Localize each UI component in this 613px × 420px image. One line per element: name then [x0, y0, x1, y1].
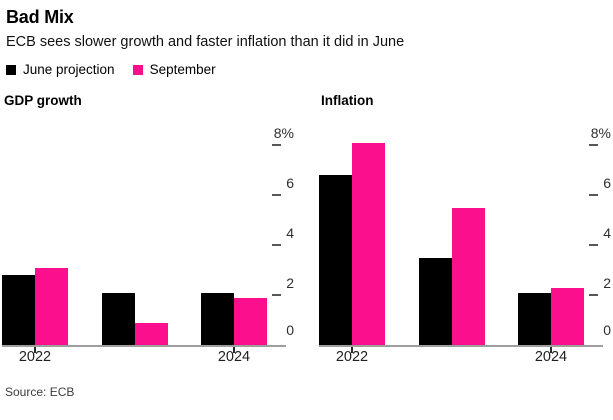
bar-june-projection — [418, 257, 452, 345]
axis-baseline — [319, 345, 603, 347]
y-tick-label: 6 — [286, 175, 294, 191]
legend-swatch — [132, 64, 143, 75]
legend-label: June projection — [23, 62, 115, 77]
legend-swatch — [6, 64, 16, 75]
y-tick-label: 8% — [590, 125, 611, 141]
bar-group-2022 — [319, 142, 385, 345]
y-tick-label: 0 — [286, 322, 294, 338]
legend-item-june-projection: June projection — [6, 62, 115, 77]
bar-september — [352, 142, 385, 345]
x-tick-mark — [351, 347, 353, 353]
bar-september — [234, 297, 267, 345]
bar-september — [35, 267, 68, 345]
y-tick-label: 8% — [273, 125, 294, 141]
y-tick-label: 2 — [603, 275, 611, 291]
y-tick-mark — [589, 294, 598, 296]
bar-september — [551, 287, 584, 345]
bar-june-projection — [101, 292, 135, 345]
chart-panel-gdp-growth: GDP growth 0 2 4 6 8% 2022 2024 — [2, 93, 297, 365]
y-tick-mark — [272, 244, 281, 246]
bar-september — [134, 322, 168, 345]
x-tick-mark — [233, 347, 235, 353]
legend-label: September — [149, 62, 216, 77]
axis-baseline — [2, 345, 286, 347]
x-tick-label: 2024 — [217, 349, 251, 365]
source-note: Source: ECB — [5, 385, 75, 399]
y-tick-mark — [272, 294, 281, 296]
y-tick-mark — [272, 194, 281, 196]
chart-subtitle: ECB sees slower growth and faster inflat… — [6, 34, 405, 50]
figure-footer: Source: ECB — [2, 385, 613, 399]
legend: June projection September — [6, 62, 613, 77]
x-tick-label: 2022 — [335, 349, 369, 365]
bar-group-2024 — [518, 287, 584, 345]
panel-title: GDP growth — [4, 93, 82, 108]
bar-group-2022 — [2, 267, 68, 345]
y-tick-mark — [589, 144, 598, 146]
bar-june-projection — [319, 175, 352, 345]
bar-group-2023 — [101, 292, 168, 345]
y-tick-label: 4 — [603, 225, 611, 241]
bar-june-projection — [518, 292, 551, 345]
y-tick-label: 4 — [286, 225, 294, 241]
x-tick-mark — [34, 347, 36, 353]
y-tick-label: 6 — [603, 175, 611, 191]
x-tick-label: 2024 — [534, 349, 568, 365]
bars — [2, 267, 267, 345]
bar-june-projection — [2, 275, 35, 345]
chart-figure: Bad Mix ECB sees slower growth and faste… — [2, 6, 613, 399]
y-tick-mark — [589, 194, 598, 196]
chart-title: Bad Mix — [6, 7, 74, 27]
plot-area: 0 2 4 6 8% 2022 2024 — [319, 120, 613, 365]
plot-area: 0 2 4 6 8% 2022 2024 — [2, 120, 297, 365]
bar-september — [451, 207, 485, 345]
legend-item-september: September — [132, 62, 216, 77]
y-tick-label: 0 — [603, 322, 611, 338]
x-tick-label: 2022 — [18, 349, 52, 365]
figure-header: Bad Mix ECB sees slower growth and faste… — [2, 6, 613, 77]
chart-panel-inflation: Inflation 0 2 4 6 8% 2022 2024 — [319, 93, 613, 365]
y-tick-label: 2 — [286, 275, 294, 291]
charts-row: GDP growth 0 2 4 6 8% 2022 2024 Inflation 0 2 4 6 8% 2… — [2, 93, 613, 365]
x-tick-mark — [550, 347, 552, 353]
y-tick-mark — [589, 244, 598, 246]
bar-group-2023 — [418, 207, 485, 345]
bar-june-projection — [201, 292, 234, 345]
bars — [319, 142, 584, 345]
panel-title: Inflation — [321, 93, 374, 108]
y-tick-mark — [272, 144, 281, 146]
bar-group-2024 — [201, 292, 267, 345]
